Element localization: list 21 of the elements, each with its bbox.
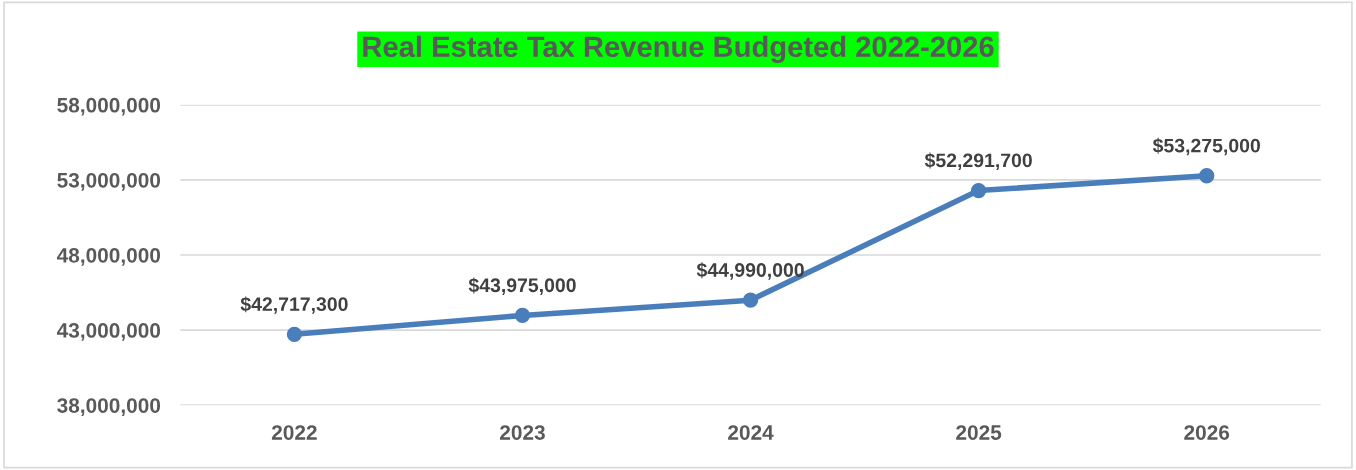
point — [286, 326, 303, 342]
x-tick-label: 2023 — [500, 425, 545, 440]
data-label: $43,975,000 — [468, 277, 576, 295]
point — [514, 307, 531, 324]
chart-title: Real Estate Tax Revenue Budgeted 2022-2026 — [363, 35, 994, 64]
x-tick-label: 2022 — [271, 425, 317, 440]
data-label: $42,717,300 — [240, 296, 348, 314]
x-tick-label: 2025 — [956, 425, 1002, 440]
point — [742, 292, 759, 308]
y-tick-label: 43,000,000 — [56, 323, 161, 341]
point — [1199, 168, 1215, 184]
data-label: $52,291,700 — [924, 152, 1032, 171]
y-tick-label: 38,000,000 — [57, 398, 161, 416]
y-tick-label: 48,000,000 — [56, 247, 161, 266]
x-tick-label: 2026 — [1184, 425, 1230, 440]
x-tick-label: 2024 — [728, 425, 774, 440]
y-tick-label: 58,000,000 — [57, 97, 161, 116]
data-label: $53,275,000 — [1152, 137, 1260, 156]
data-label: $44,990,000 — [696, 262, 804, 280]
point — [970, 182, 987, 199]
y-tick-label: 53,000,000 — [57, 172, 161, 191]
